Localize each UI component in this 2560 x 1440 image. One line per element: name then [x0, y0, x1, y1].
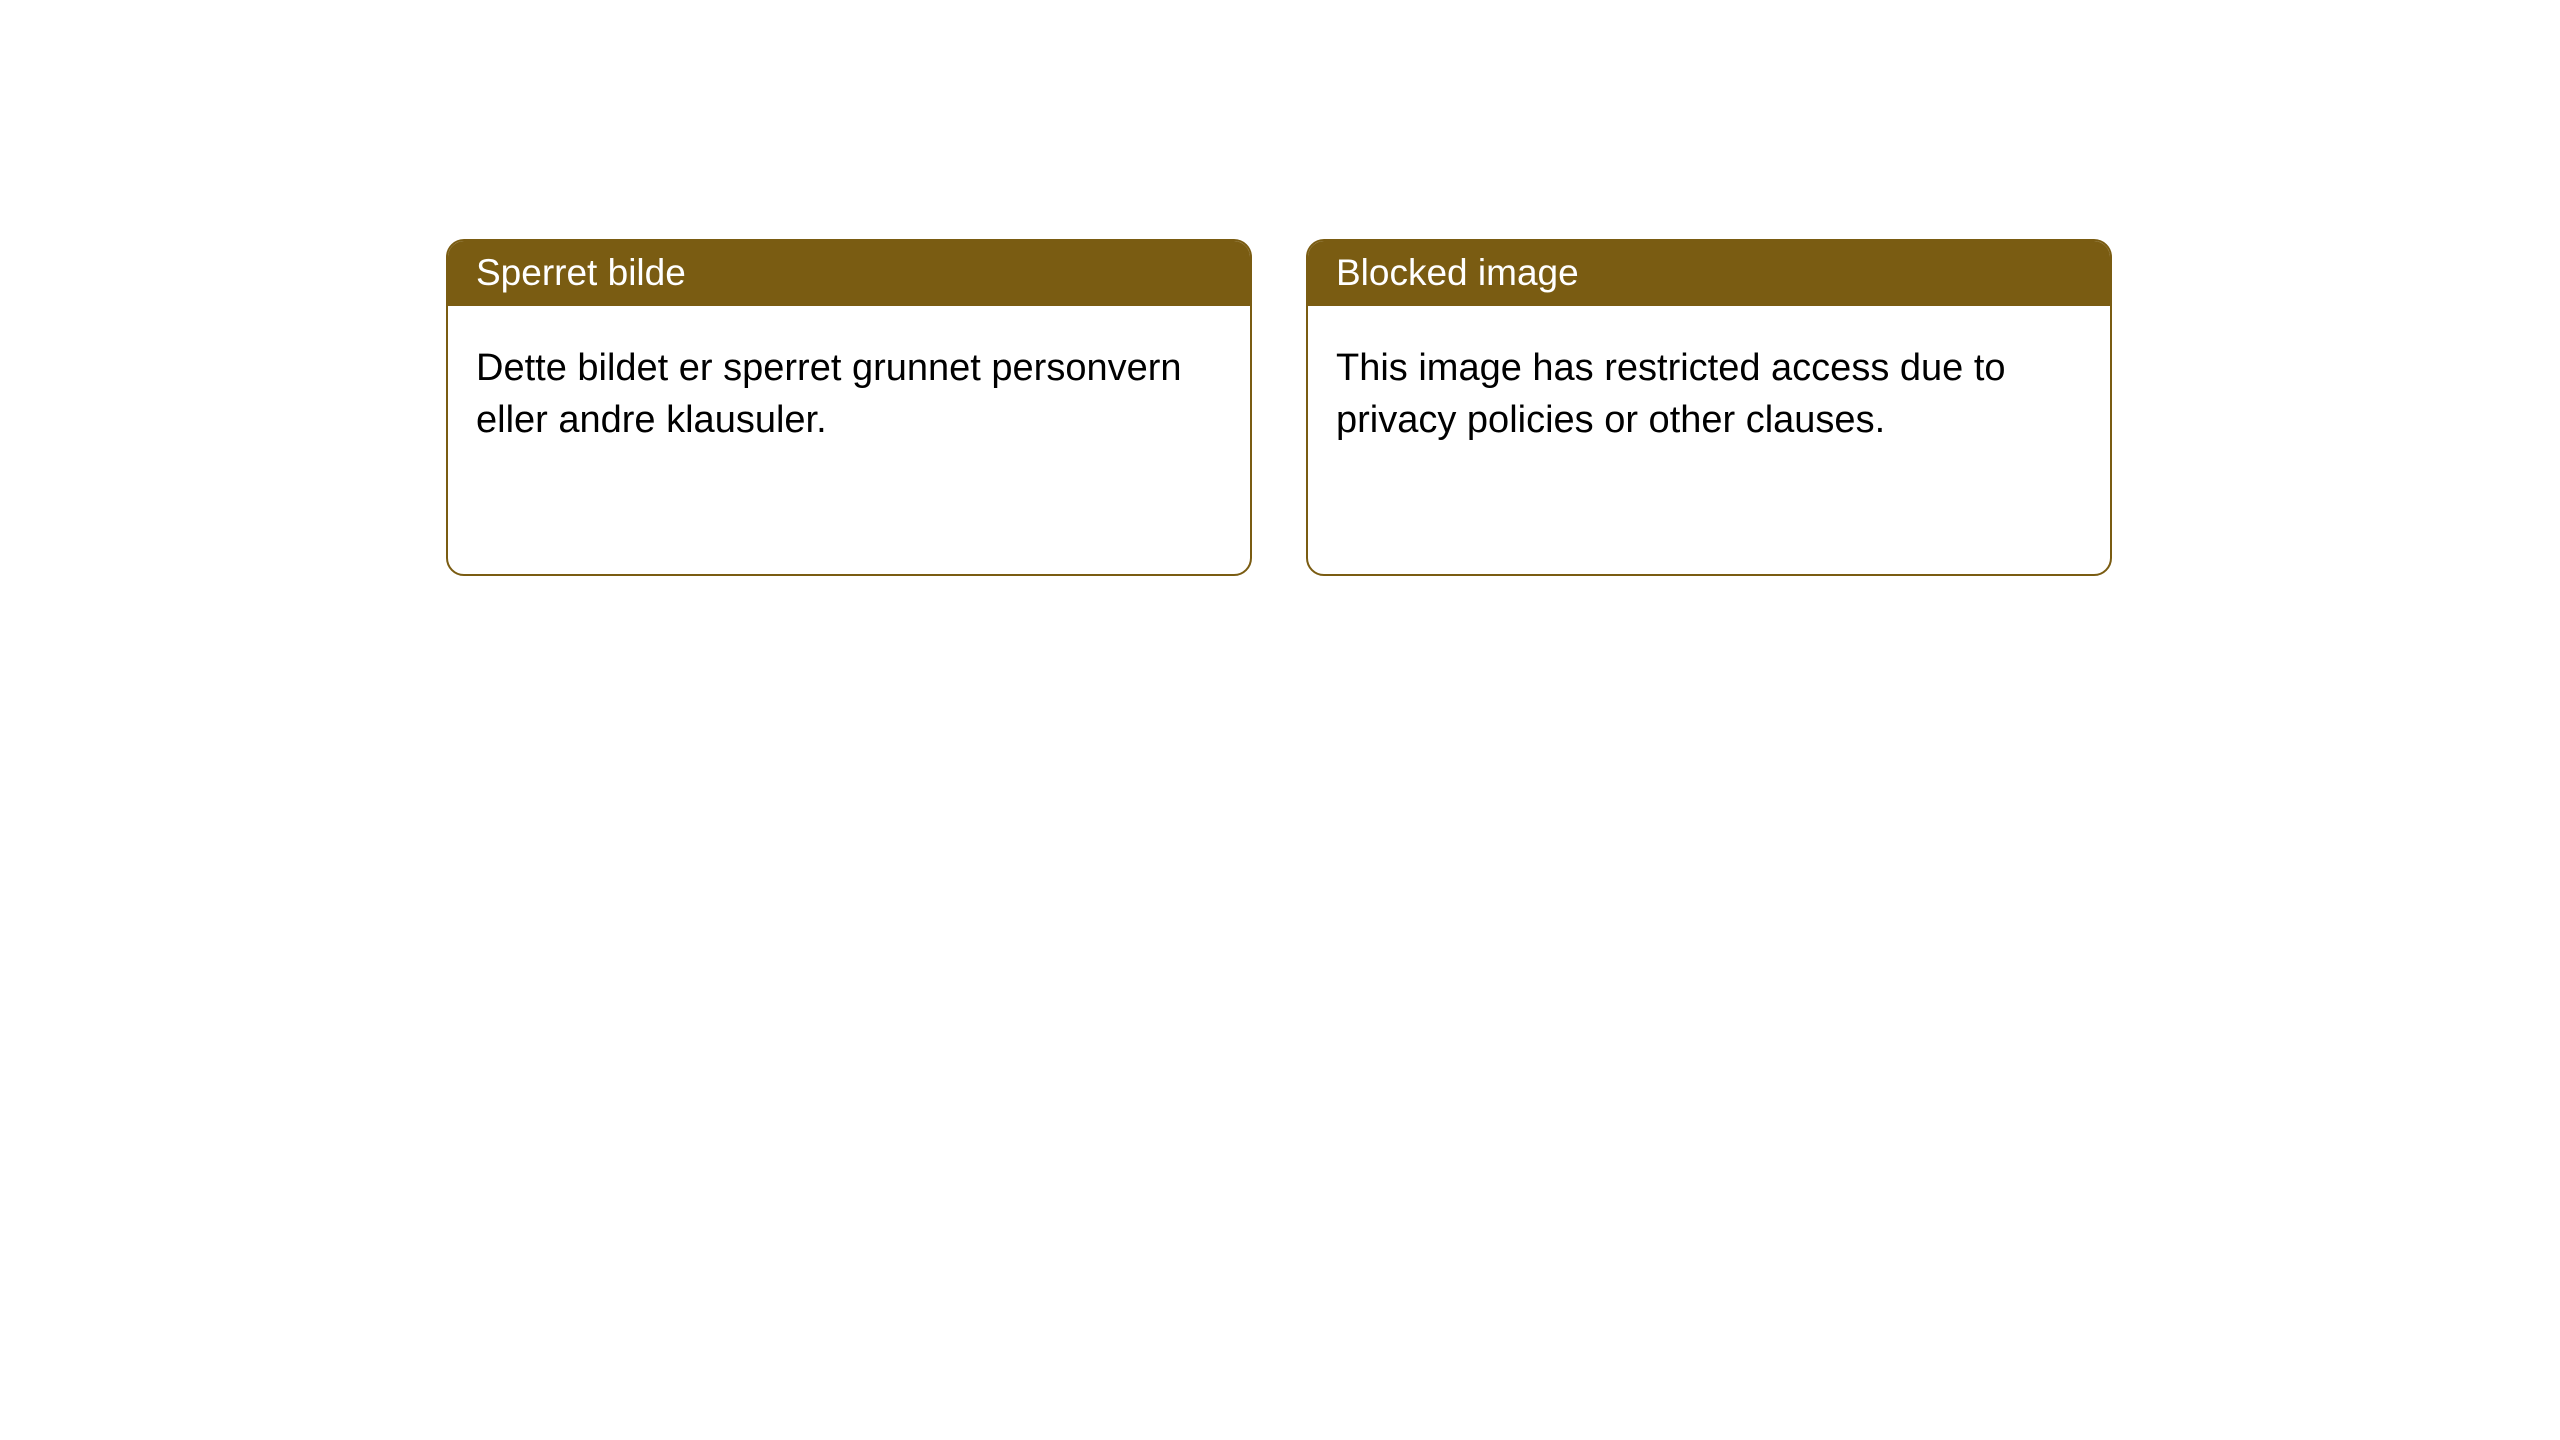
notice-container: Sperret bilde Dette bildet er sperret gr… — [0, 0, 2560, 576]
card-body: This image has restricted access due to … — [1308, 306, 2110, 474]
card-header: Sperret bilde — [448, 241, 1250, 306]
card-header: Blocked image — [1308, 241, 2110, 306]
notice-card-english: Blocked image This image has restricted … — [1306, 239, 2112, 576]
card-body-text: This image has restricted access due to … — [1336, 347, 2006, 441]
card-body-text: Dette bildet er sperret grunnet personve… — [476, 347, 1182, 441]
card-title: Blocked image — [1336, 252, 1579, 293]
notice-card-norwegian: Sperret bilde Dette bildet er sperret gr… — [446, 239, 1252, 576]
card-body: Dette bildet er sperret grunnet personve… — [448, 306, 1250, 474]
card-title: Sperret bilde — [476, 252, 686, 293]
